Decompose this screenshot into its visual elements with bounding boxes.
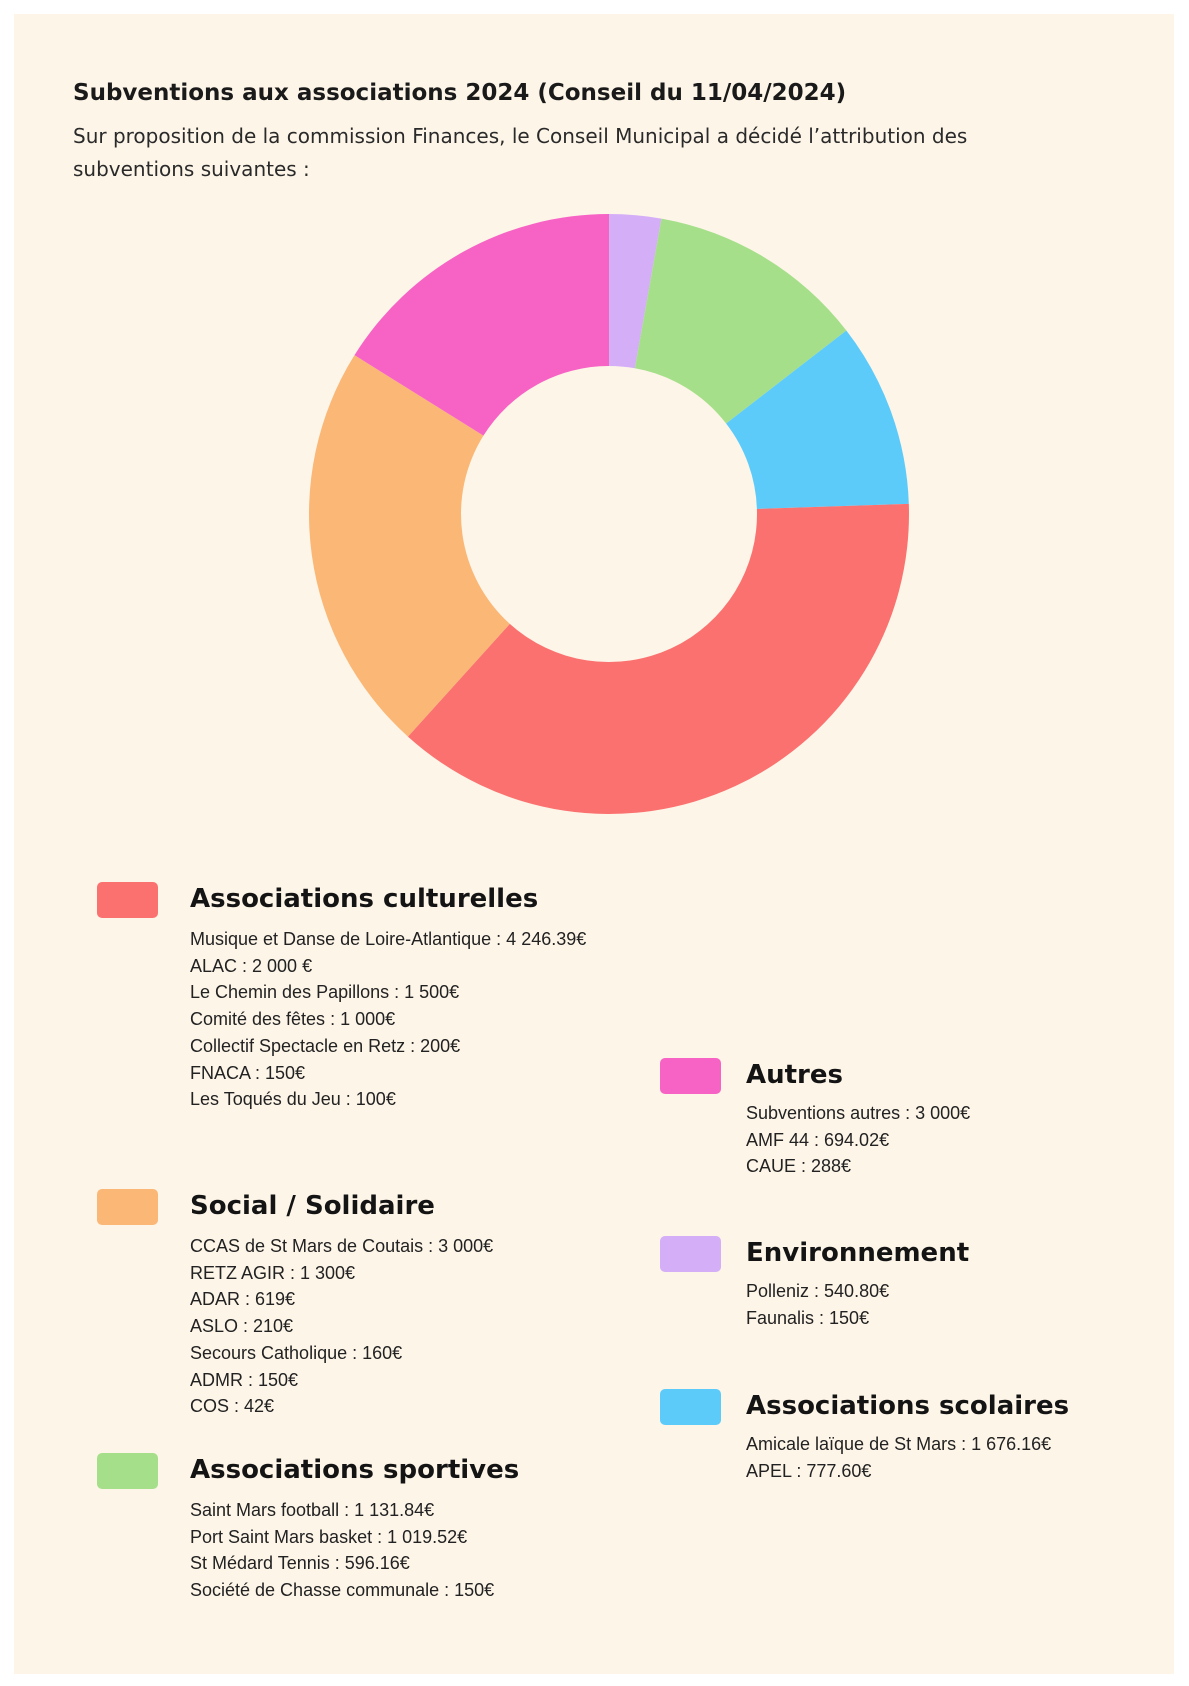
list-item: Saint Mars football : 1 131.84€ <box>190 1500 435 1520</box>
list-item: CCAS de St Mars de Coutais : 3 000€ <box>190 1236 494 1256</box>
intro-text: Sur proposition de la commission Finance… <box>73 124 968 181</box>
legend-items-sportives: Saint Mars football : 1 131.84€ Port Sai… <box>190 1497 494 1604</box>
legend-swatch-culturelles <box>97 882 158 918</box>
legend-items-scolaires: Amicale laïque de St Mars : 1 676.16€ AP… <box>746 1431 1051 1484</box>
legend-items-social: CCAS de St Mars de Coutais : 3 000€ RETZ… <box>190 1233 493 1420</box>
list-item: Polleniz : 540.80€ <box>746 1281 890 1301</box>
list-item: Collectif Spectacle en Retz : 200€ <box>190 1035 461 1056</box>
list-item: Le Chemin des Papillons : 1 500€ <box>190 982 460 1003</box>
legend-items-culturelles: Musique et Danse de Loire-Atlantique : 4… <box>190 926 586 1113</box>
legend-items-autres: Subventions autres : 3 000€ AMF 44 : 694… <box>746 1100 970 1180</box>
page-title: Subventions aux associations 2024 (Conse… <box>73 80 847 106</box>
donut-slice-social-solidaire <box>309 355 510 737</box>
list-item: FNACA : 150€ <box>190 1062 306 1083</box>
legend-swatch-sportives <box>97 1453 158 1489</box>
legend-swatch-social <box>97 1189 158 1225</box>
donut-slice-environnement <box>609 214 662 369</box>
legend-swatch-environnement <box>660 1236 721 1272</box>
list-item: APEL : 777.60€ <box>746 1460 872 1481</box>
list-item: ADMR : 150€ <box>190 1369 299 1390</box>
list-item: Société de Chasse communale : 150€ <box>190 1580 495 1601</box>
legend-title-environnement: Environnement <box>746 1238 970 1268</box>
legend-title-social: Social / Solidaire <box>190 1191 435 1221</box>
legend-title-culturelles: Associations culturelles <box>190 884 539 914</box>
list-item: Musique et Danse de Loire-Atlantique : 4… <box>190 929 587 949</box>
donut-slice-associations-culturelles <box>407 503 909 814</box>
donut-slice-associations-scolaires <box>726 330 909 509</box>
legend-title-autres: Autres <box>746 1060 843 1090</box>
list-item: Subventions autres : 3 000€ <box>746 1103 971 1123</box>
list-item: Comité des fêtes : 1 000€ <box>190 1009 396 1030</box>
list-item: Faunalis : 150€ <box>746 1307 870 1328</box>
legend-swatch-autres <box>660 1058 721 1094</box>
legend-swatch-scolaires <box>660 1389 721 1425</box>
list-item: RETZ AGIR : 1 300€ <box>190 1262 356 1283</box>
list-item: CAUE : 288€ <box>746 1156 852 1177</box>
legend-title-scolaires: Associations scolaires <box>746 1391 1070 1421</box>
list-item: St Médard Tennis : 596.16€ <box>190 1553 410 1574</box>
list-item: COS : 42€ <box>190 1396 275 1417</box>
list-item: Amicale laïque de St Mars : 1 676.16€ <box>746 1434 1052 1454</box>
list-item: ALAC : 2 000 € <box>190 955 313 976</box>
legend-title-sportives: Associations sportives <box>190 1455 520 1485</box>
list-item: Secours Catholique : 160€ <box>190 1342 403 1363</box>
list-item: AMF 44 : 694.02€ <box>746 1129 890 1150</box>
donut-slice-associations-sportives <box>634 218 847 424</box>
list-item: Les Toqués du Jeu : 100€ <box>190 1089 396 1110</box>
legend-items-environnement: Polleniz : 540.80€ Faunalis : 150€ <box>746 1278 889 1331</box>
list-item: ASLO : 210€ <box>190 1316 294 1337</box>
donut-chart <box>309 214 909 814</box>
list-item: ADAR : 619€ <box>190 1289 296 1310</box>
donut-slice-autres <box>354 214 609 436</box>
list-item: Port Saint Mars basket : 1 019.52€ <box>190 1526 468 1547</box>
